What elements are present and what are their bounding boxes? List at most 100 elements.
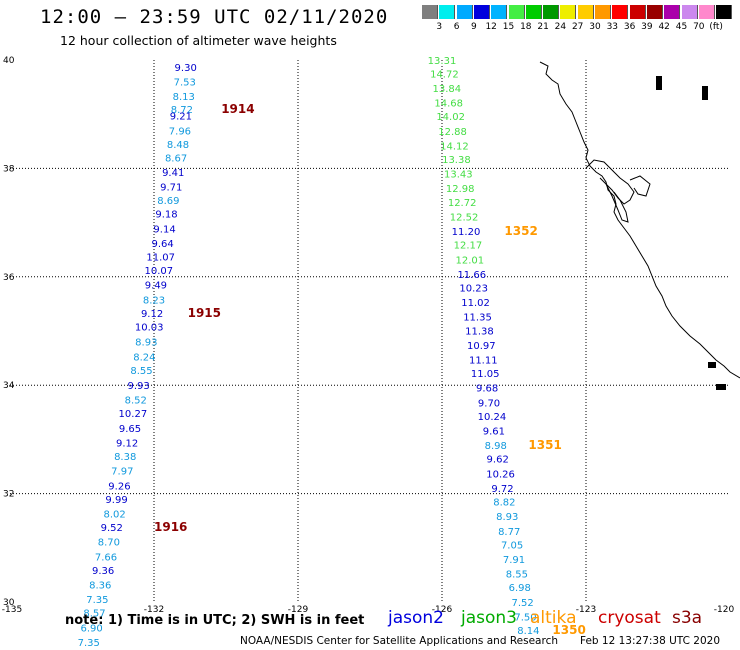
wave-height-value: 10.23: [459, 283, 488, 294]
wave-height-value: 14.02: [436, 112, 465, 123]
colorbar-label: 6: [453, 22, 460, 32]
wave-height-value: 8.02: [104, 509, 126, 520]
pass-time-label: 1915: [188, 306, 221, 320]
colorbar-label: 12: [485, 22, 497, 32]
wave-height-value: 12.88: [438, 127, 467, 138]
colorbar-swatch: [543, 5, 560, 19]
wave-height-value: 13.38: [442, 155, 471, 166]
wave-height-value: 13.31: [428, 56, 457, 67]
wave-height-value: 8.67: [165, 153, 187, 164]
lake-marker: [656, 76, 662, 90]
wave-height-value: 9.30: [175, 63, 197, 74]
colorbar-label: 70: [693, 22, 705, 32]
wave-height-value: 8.69: [157, 196, 179, 207]
colorbar-swatch: [629, 5, 646, 19]
wave-height-value: 8.52: [125, 396, 147, 407]
wave-height-value: 8.93: [496, 512, 518, 523]
wave-height-value: 10.97: [467, 341, 496, 352]
wave-height-value: 10.07: [144, 266, 173, 277]
wave-height-value: 9.14: [153, 224, 175, 235]
wave-height-value: 9.61: [483, 427, 505, 438]
wave-height-value: 11.11: [469, 356, 498, 367]
wave-height-value: 9.72: [491, 484, 513, 495]
latitude-label: 30: [3, 598, 15, 608]
wave-height-value: 10.24: [478, 412, 507, 423]
lake-marker-2: [702, 86, 708, 100]
colorbar-label: 3: [436, 22, 443, 32]
wave-height-value: 9.52: [101, 523, 123, 534]
pass-time-label: 1352: [504, 224, 537, 238]
latitude-label: 40: [3, 56, 15, 66]
colorbar-swatch: [473, 5, 490, 19]
colorbar-swatch: [577, 5, 594, 19]
page-subtitle: 12 hour collection of altimeter wave hei…: [60, 33, 337, 48]
wave-height-value: 7.97: [111, 467, 133, 478]
generated-timestamp: Feb 12 13:27:38 UTC 2020: [580, 635, 720, 647]
colorbar-swatch: [698, 5, 715, 19]
wave-height-value: 7.53: [174, 77, 196, 88]
legend-cryosat: cryosat: [598, 608, 661, 628]
wave-height-value: 9.62: [487, 455, 509, 466]
california-coastline: [539, 61, 740, 379]
longitude-label: -129: [288, 605, 309, 615]
colorbar-label: 15: [502, 22, 515, 32]
wave-height-value: 8.36: [89, 580, 111, 591]
wave-height-value: 11.66: [457, 270, 486, 281]
sf-bay-inner: [605, 183, 629, 223]
pass-time-label: 1916: [154, 520, 187, 534]
colorbar-swatch: [439, 5, 456, 19]
wave-height-value: 11.35: [463, 313, 492, 324]
longitude-label: -120: [714, 605, 735, 615]
legend-altika: altika: [530, 608, 577, 628]
longitude-label: -126: [432, 605, 453, 615]
axis-labels: -135 -132 -129 -126 -123 -120 40 38 36 34 32 30: [2, 56, 735, 615]
wave-height-value: 8.48: [167, 140, 189, 151]
colorbar-label: (ft): [709, 22, 723, 32]
pass-time-label: 1914: [221, 102, 254, 116]
colorbar-label: 33: [606, 22, 619, 32]
lake-marker-3: [708, 362, 716, 368]
pass-time-label: 1351: [528, 438, 561, 452]
wave-height-value: 12.72: [448, 198, 477, 209]
wave-height-value: 10.27: [119, 409, 148, 420]
wave-height-value: 7.35: [86, 595, 108, 606]
legend-jason3: jason3: [461, 608, 517, 628]
wave-height-value: 8.23: [143, 295, 165, 306]
colorbar-swatch: [560, 5, 577, 19]
colorbar-swatch: [508, 5, 525, 19]
longitude-label: -132: [144, 605, 164, 615]
wave-height-value: 6.98: [509, 583, 531, 594]
wave-height-value: 9.64: [152, 239, 174, 250]
wave-height-value: 14.72: [430, 69, 459, 80]
colorbar-swatch: [664, 5, 681, 19]
wave-height-value: 14.68: [434, 99, 463, 110]
colorbar-label: 18: [520, 22, 532, 32]
wave-height-points: 9.30 7.53 8.13 8.729.21 7.96 8.48 8.67 9.41 9.71…: [78, 56, 586, 650]
colorbar-label: 21: [537, 22, 549, 32]
wave-height-value: 9.41: [162, 168, 184, 179]
wave-height-value: 9.71: [160, 183, 182, 194]
wave-height-value: 9.12: [116, 438, 138, 449]
wave-height-value: 9.36: [92, 566, 114, 577]
wave-height-value: 9.21: [170, 112, 192, 123]
wave-height-value: 8.77: [498, 527, 520, 538]
colorbar-swatch: [491, 5, 508, 19]
wave-height-value: 9.49: [145, 281, 167, 292]
coastline: [539, 61, 740, 390]
wave-height-value: 9.18: [155, 210, 177, 221]
wave-height-value: 14.12: [440, 141, 469, 152]
colorbar-swatch: [681, 5, 698, 19]
colorbar-label: 9: [471, 22, 477, 32]
latitude-label: 34: [3, 381, 15, 391]
footnote: note: 1) Time is in UTC; 2) SWH is in fe…: [65, 613, 365, 628]
wave-height-value: 8.98: [485, 441, 507, 452]
wave-height-value: 8.72: [171, 105, 193, 116]
wave-height-value: 9.70: [478, 398, 500, 409]
latitude-label: 32: [3, 490, 14, 500]
wave-height-value: 12.52: [450, 212, 479, 223]
colorbar-label: 39: [641, 22, 653, 32]
wave-height-value: 8.14: [517, 626, 539, 637]
colorbar-swatch: [716, 5, 733, 19]
wave-height-value: 10.26: [486, 469, 515, 480]
